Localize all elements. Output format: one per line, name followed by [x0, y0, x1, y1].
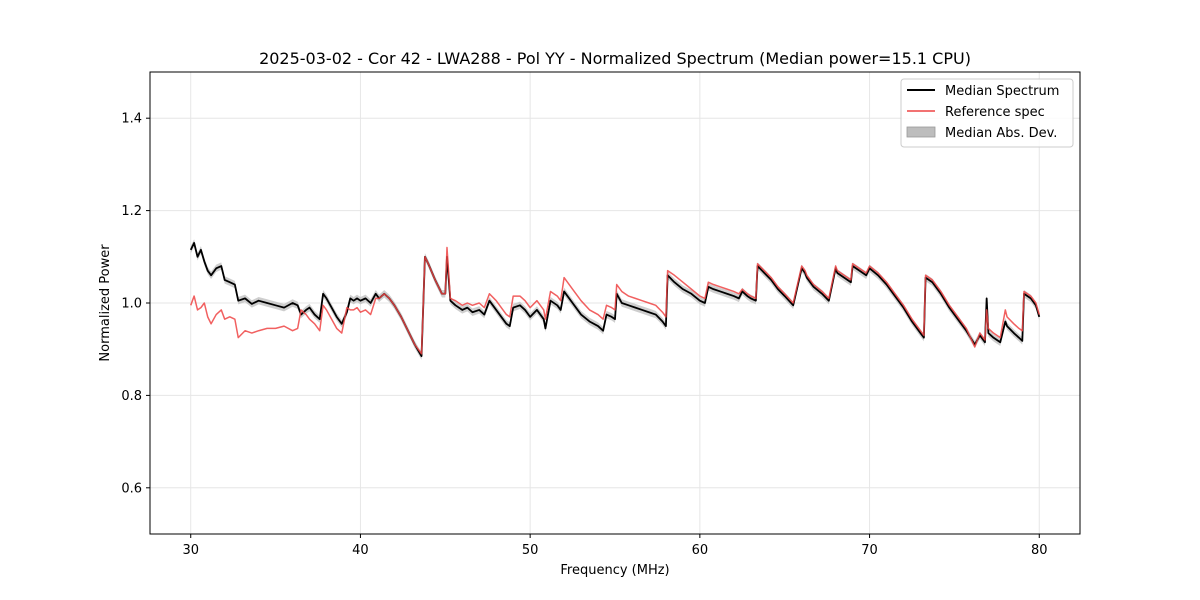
legend: Median Spectrum Reference spec Median Ab…	[900, 78, 1074, 148]
x-tick-label: 50	[522, 543, 539, 558]
y-tick-label: 0.8	[121, 389, 142, 404]
chart-title: 2025-03-02 - Cor 42 - LWA288 - Pol YY - …	[259, 49, 971, 68]
y-tick-label: 0.6	[121, 481, 142, 496]
y-tick-label: 1.4	[121, 112, 142, 127]
plot-area	[189, 239, 1041, 360]
y-axis-label: Normalized Power	[98, 244, 113, 362]
reference-spec-line	[190, 246, 1040, 355]
axis-ticks: 30 40 50 60 70 80 0.6 0.8 1.0 1.2 1.4	[121, 112, 1047, 558]
x-tick-label: 70	[861, 543, 878, 558]
x-tick-label: 60	[692, 543, 709, 558]
mad-band	[190, 239, 1040, 360]
x-axis-label: Frequency (MHz)	[560, 563, 669, 578]
legend-median-label: Median Spectrum	[945, 84, 1059, 99]
median-spectrum-line	[189, 242, 1041, 358]
legend-mad-label: Median Abs. Dev.	[945, 126, 1057, 141]
x-tick-label: 30	[182, 543, 199, 558]
legend-reference-label: Reference spec	[945, 105, 1045, 120]
x-tick-label: 80	[1031, 543, 1048, 558]
y-tick-label: 1.2	[121, 204, 142, 219]
x-tick-label: 40	[352, 543, 369, 558]
legend-mad-patch-icon	[906, 126, 936, 138]
y-tick-label: 1.0	[121, 297, 142, 312]
legend-box	[900, 78, 1074, 148]
